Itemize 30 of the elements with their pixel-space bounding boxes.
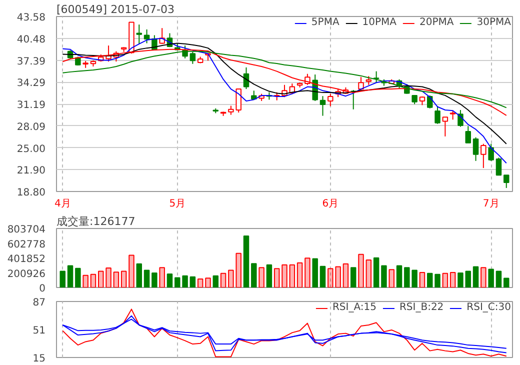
x-tick-label: 4月 — [54, 198, 71, 210]
legend-label: RSI_C:30 — [466, 302, 511, 313]
chart-title: [600549] 2015-07-03 — [56, 3, 174, 16]
y-tick-label: 401852 — [7, 254, 46, 265]
legend-label: RSI_B:22 — [399, 302, 444, 313]
x-tick-label: 5月 — [169, 198, 186, 210]
y-tick-label: 31.19 — [16, 100, 46, 111]
y-tick-label: 15 — [32, 354, 46, 364]
y-tick-label: 18.80 — [16, 188, 46, 198]
x-tick-label: 6月 — [322, 198, 339, 210]
legend-label: 20PMA — [420, 17, 454, 28]
y-tick-label: 51 — [32, 326, 46, 336]
y-tick-label: 602778 — [7, 239, 46, 250]
legend-label: 30PMA — [476, 17, 511, 28]
y-tick-label: 34.29 — [16, 78, 46, 90]
y-tick-label: 803704 — [7, 224, 46, 236]
legend-label: 5PMA — [311, 17, 340, 28]
y-tick-label: 87 — [32, 298, 46, 308]
y-tick-label: 25.00 — [16, 144, 46, 155]
y-tick-label: 37.39 — [16, 56, 46, 68]
y-tick-label: 21.90 — [16, 166, 46, 177]
y-tick-label: 40.48 — [16, 34, 46, 46]
y-tick-label: 28.09 — [16, 122, 46, 133]
legend-label: RSI_A:15 — [332, 302, 376, 313]
y-tick-label: 0 — [39, 284, 46, 294]
chart-title: 成交量:126177 — [56, 215, 136, 228]
y-tick-label: 43.58 — [16, 12, 46, 24]
y-tick-label: 200926 — [7, 268, 46, 280]
x-tick-label: 7月 — [482, 198, 500, 210]
legend-label: 10PMA — [362, 17, 397, 28]
